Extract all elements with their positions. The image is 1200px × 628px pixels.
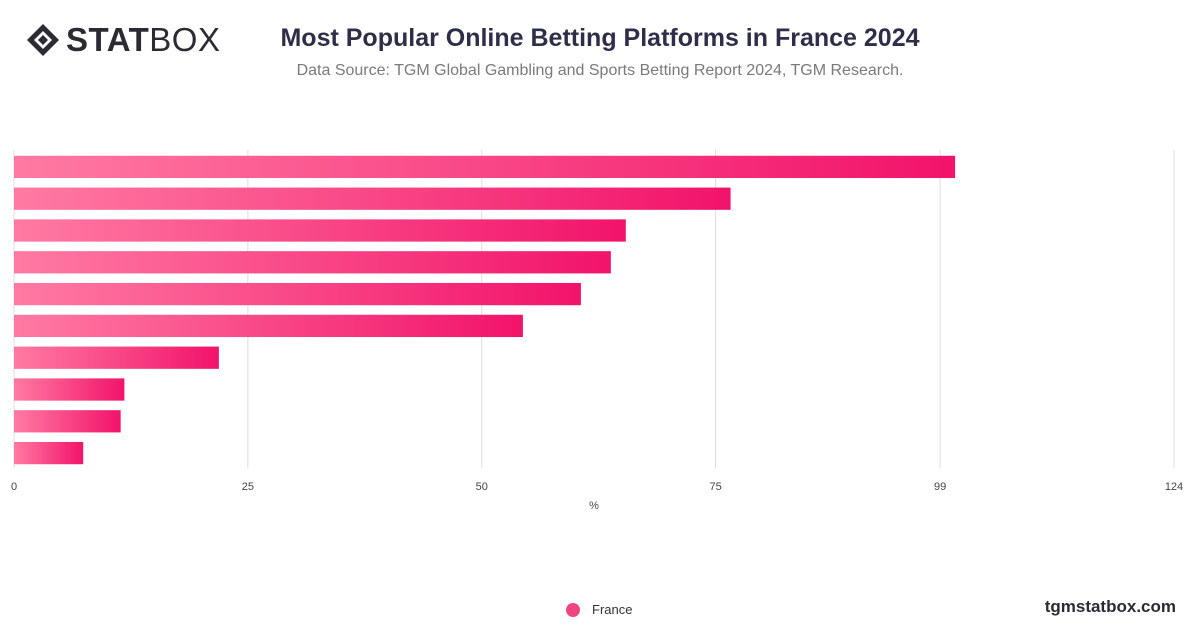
legend[interactable]: France [566,602,632,617]
logo-wordmark: STATBOX [66,22,220,58]
logo-light: BOX [149,21,221,58]
x-tick-label: 0 [11,481,17,493]
bar[interactable] [14,187,731,210]
chart-title: Most Popular Online Betting Platforms in… [280,24,920,52]
x-tick-label: 124 [1165,481,1183,493]
bar[interactable] [14,282,581,306]
chart-subtitle: Data Source: TGM Global Gambling and Spo… [296,62,904,79]
legend-swatch [566,602,580,617]
x-tick-label: 25 [242,481,254,493]
x-axis-label: % [589,500,599,512]
bar[interactable] [14,219,626,242]
logo-bold: STAT [66,21,150,58]
bar[interactable] [14,410,121,433]
statbox-diamond-icon [27,24,59,56]
bar[interactable] [14,346,219,369]
bar[interactable] [14,441,84,465]
bar[interactable] [14,155,956,179]
x-tick-label: 99 [934,481,946,493]
x-tick-label: 50 [476,481,488,493]
footer-site: tgmstatbox.com [1044,597,1176,616]
legend-label-france: France [592,602,633,617]
brand-logo: STATBOX [26,22,220,58]
bar[interactable] [14,378,125,401]
bar[interactable] [14,251,611,274]
x-tick-label: 75 [709,481,721,493]
bar[interactable] [14,314,523,338]
